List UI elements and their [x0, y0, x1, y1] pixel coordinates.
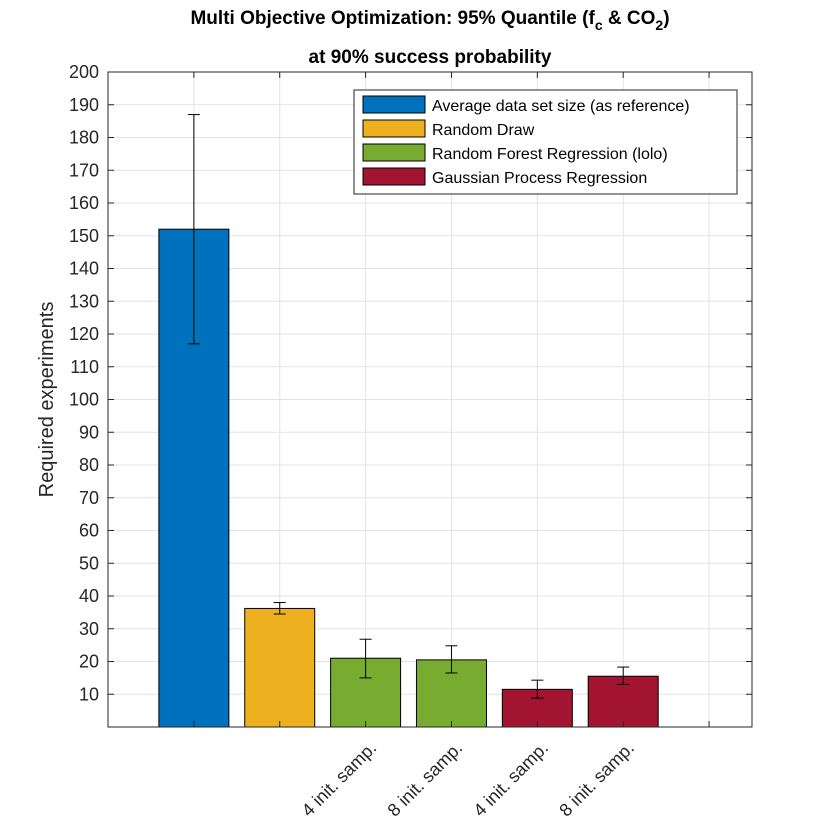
error-bar	[187, 114, 200, 345]
legend-swatch	[362, 95, 426, 114]
y-tick-label: 40	[79, 586, 99, 606]
y-tick-label: 50	[79, 553, 99, 573]
y-tick-label: 140	[69, 259, 99, 279]
y-tick-label: 90	[79, 422, 99, 442]
legend-swatch	[362, 119, 426, 138]
legend-entry: Gaussian Process Regression	[362, 167, 647, 187]
legend: Average data set size (as reference) Rand…	[353, 89, 738, 195]
y-tick-label: 100	[69, 390, 99, 410]
error-bar	[273, 602, 286, 615]
y-tick-label: 20	[79, 652, 99, 672]
y-tick-label: 180	[69, 128, 99, 148]
error-bar	[359, 638, 372, 679]
y-tick-label: 30	[79, 619, 99, 639]
legend-label: Random Draw	[432, 122, 535, 139]
chart-title: Multi Objective Optimization: 95% Quanti…	[190, 8, 669, 68]
error-bar	[445, 645, 458, 674]
y-tick-label: 150	[69, 226, 99, 246]
title-subscript-2: 2	[655, 17, 663, 33]
y-tick-label: 120	[69, 324, 99, 344]
legend-swatch	[362, 167, 426, 186]
y-tick-label: 60	[79, 521, 99, 541]
y-tick-label: 10	[79, 684, 99, 704]
title-prefix: Multi Objective Optimization: 95% Quanti…	[190, 8, 595, 29]
y-axis-label: Required experiments	[36, 302, 58, 498]
y-tick-label: 190	[69, 95, 99, 115]
y-tick-label: 200	[69, 62, 99, 82]
error-bar	[531, 679, 544, 699]
error-bar	[617, 666, 630, 685]
error-bars	[187, 114, 630, 699]
title-middle: & CO	[603, 8, 656, 29]
y-tick-label: 130	[69, 291, 99, 311]
y-tick-label: 110	[70, 357, 99, 377]
y-tick-label: 80	[79, 455, 99, 475]
legend-entry: Random Draw	[362, 119, 535, 139]
y-tick-label: 160	[69, 193, 99, 213]
title-subscript-c: c	[595, 17, 603, 33]
chart-title-line1: Multi Objective Optimization: 95% Quanti…	[190, 8, 669, 33]
legend-entry: Average data set size (as reference)	[362, 95, 690, 115]
legend-entry: Random Forest Regression (lolo)	[362, 143, 668, 163]
legend-label: Random Forest Regression (lolo)	[432, 146, 668, 163]
y-tick-label: 170	[69, 160, 99, 180]
chart-title-line2: at 90% success probability	[309, 47, 552, 68]
legend-swatch	[362, 143, 426, 162]
y-ticks: 10 20 30 40 50 60 70 80 90 100 110 120 130 140 150 160 1…	[69, 62, 752, 704]
legend-label: Gaussian Process Regression	[432, 170, 647, 187]
legend-label: Average data set size (as reference)	[432, 98, 690, 115]
title-suffix: )	[663, 8, 669, 29]
y-tick-label: 70	[79, 488, 99, 508]
bar	[244, 607, 316, 728]
